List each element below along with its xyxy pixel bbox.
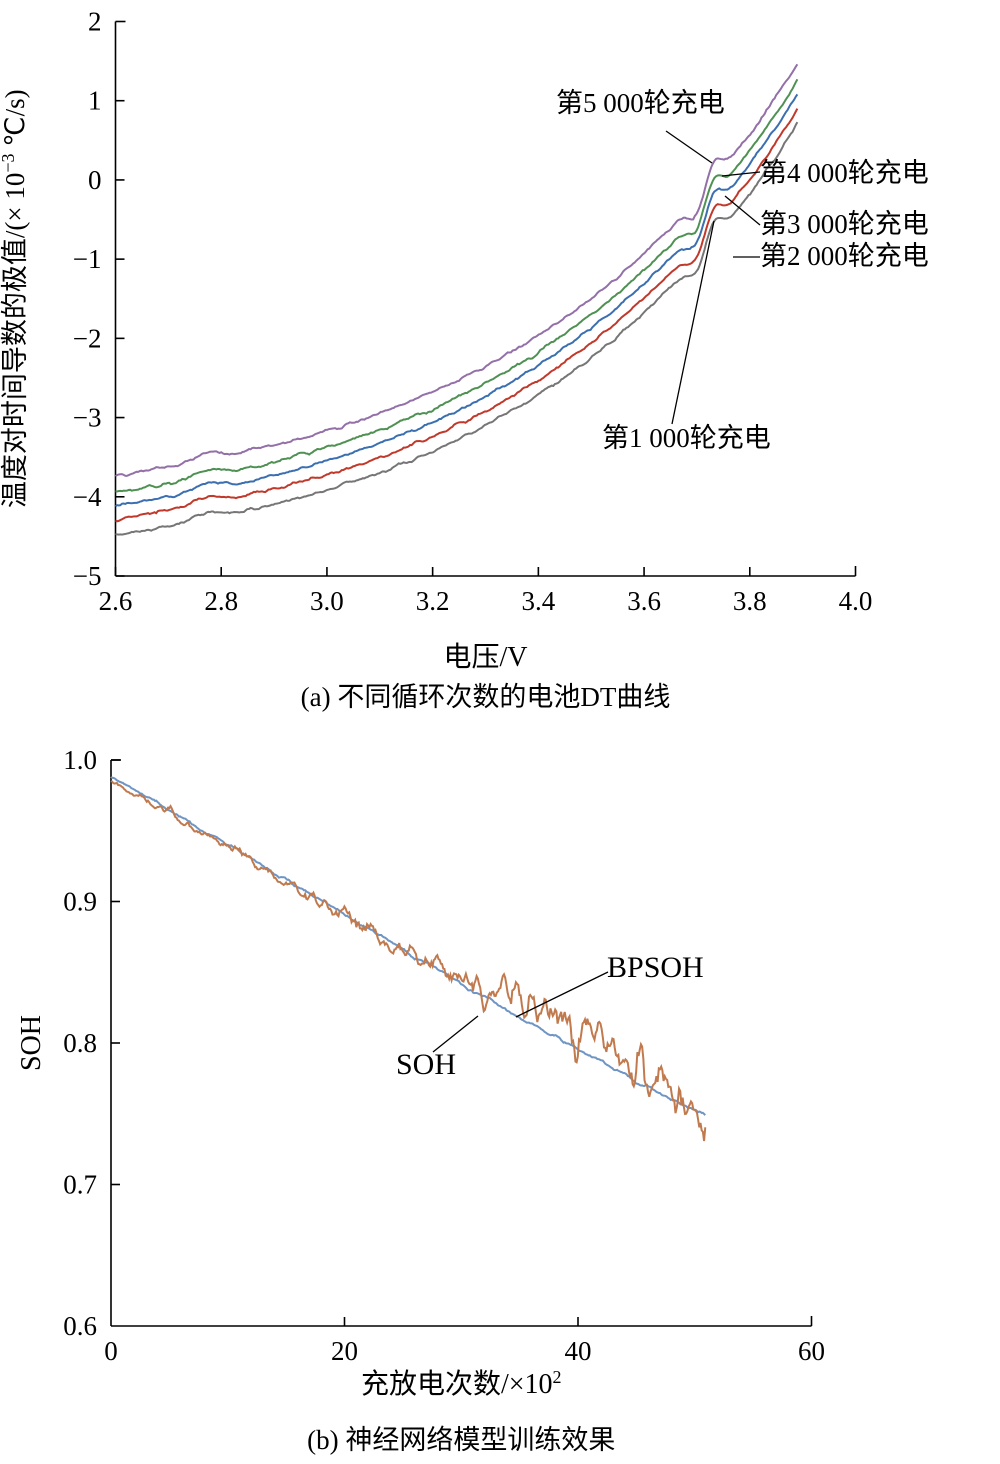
svg-text:充放电次数/×102: 充放电次数/×102 (361, 1367, 562, 1400)
svg-text:−1: −1 (73, 244, 102, 274)
svg-text:−3: −3 (73, 403, 102, 433)
svg-text:SOH: SOH (396, 1048, 456, 1081)
svg-text:电压/V: 电压/V (443, 641, 527, 673)
svg-text:(b) 神经网络模型训练效果: (b) 神经网络模型训练效果 (307, 1425, 615, 1455)
svg-text:0: 0 (104, 1336, 118, 1366)
svg-text:3.0: 3.0 (310, 586, 344, 616)
svg-text:1: 1 (88, 86, 102, 116)
svg-text:第4 000轮充电: 第4 000轮充电 (760, 158, 929, 188)
svg-text:3.8: 3.8 (733, 586, 767, 616)
svg-text:3.4: 3.4 (521, 586, 555, 616)
svg-text:0.9: 0.9 (63, 887, 97, 917)
svg-text:0.6: 0.6 (63, 1311, 97, 1341)
svg-text:(a) 不同循环次数的电池DT曲线: (a) 不同循环次数的电池DT曲线 (301, 682, 671, 712)
svg-text:第5 000轮充电: 第5 000轮充电 (556, 88, 725, 118)
svg-text:2: 2 (88, 7, 102, 37)
svg-text:20: 20 (331, 1336, 358, 1366)
svg-text:第1 000轮充电: 第1 000轮充电 (602, 423, 771, 453)
svg-text:0.8: 0.8 (63, 1028, 97, 1058)
svg-text:−2: −2 (73, 323, 102, 353)
svg-text:3.2: 3.2 (416, 586, 450, 616)
svg-text:−5: −5 (73, 561, 102, 591)
svg-text:0: 0 (88, 165, 102, 195)
svg-text:2.8: 2.8 (204, 586, 238, 616)
svg-text:3.6: 3.6 (627, 586, 661, 616)
svg-text:BPSOH: BPSOH (607, 951, 704, 984)
svg-text:SOH: SOH (16, 1015, 47, 1071)
svg-text:−4: −4 (73, 482, 102, 512)
svg-text:40: 40 (565, 1336, 592, 1366)
svg-text:1.0: 1.0 (63, 745, 97, 775)
svg-text:第2 000轮充电: 第2 000轮充电 (760, 241, 929, 271)
svg-text:2.6: 2.6 (99, 586, 133, 616)
svg-text:60: 60 (798, 1336, 825, 1366)
svg-text:4.0: 4.0 (839, 586, 873, 616)
svg-text:温度对时间导数的极值/(× 10−3 ℃/s): 温度对时间导数的极值/(× 10−3 ℃/s) (0, 89, 30, 508)
svg-text:0.7: 0.7 (63, 1170, 97, 1200)
svg-text:第3 000轮充电: 第3 000轮充电 (760, 209, 929, 239)
